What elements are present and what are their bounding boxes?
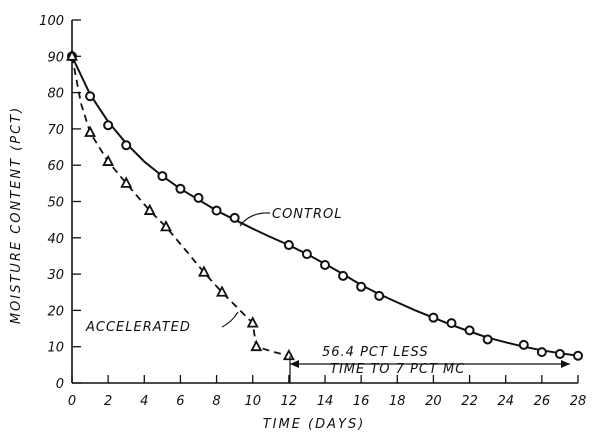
accelerated-point (120, 176, 133, 188)
y-tick-label: 60 (47, 159, 64, 174)
accelerated-point (84, 125, 97, 137)
accelerated-point (197, 265, 210, 277)
series-markers (66, 49, 583, 361)
control-leader (239, 212, 271, 227)
x-tick-label: 10 (244, 394, 261, 409)
y-tick-label: 0 (56, 377, 64, 392)
accelerated-point (282, 348, 295, 361)
control-point (518, 339, 529, 350)
control-point (85, 91, 96, 102)
x-tick-label: 18 (389, 394, 406, 409)
y-tick-label: 80 (47, 87, 64, 102)
control-point (573, 350, 583, 361)
x-tick-label: 6 (176, 394, 184, 409)
control-point (374, 290, 385, 301)
accelerated-point (159, 219, 172, 232)
annotation-leaders (221, 212, 570, 383)
accelerated-label: ACCELERATED (85, 320, 191, 335)
control-point (193, 192, 204, 203)
control-point (229, 212, 240, 223)
x-tick-label: 12 (281, 394, 298, 409)
y-tick-label: 90 (47, 50, 64, 65)
x-tick-label: 8 (212, 394, 220, 409)
x-tick-label: 0 (68, 394, 76, 409)
control-point (175, 183, 186, 194)
accelerated-line (71, 56, 290, 357)
control-point (446, 318, 457, 329)
y-tick-label: 40 (47, 232, 64, 247)
control-point (157, 171, 168, 182)
control-point (338, 270, 349, 281)
x-tick-label: 14 (317, 394, 334, 409)
control-point (464, 325, 475, 336)
y-tick-label: 70 (47, 123, 64, 138)
control-point (320, 260, 330, 271)
control-point (301, 249, 312, 260)
y-tick-label: 10 (47, 341, 64, 356)
x-tick-label: 26 (534, 394, 551, 409)
y-tick-label: 30 (47, 268, 64, 283)
time-saved-label-line1: 56.4 PCT LESS (322, 345, 429, 360)
control-point (103, 120, 114, 131)
time-saved-arrowhead-right (561, 360, 570, 368)
control-point (283, 240, 294, 251)
y-tick-label: 50 (47, 196, 64, 211)
y-axis-title: MOISTURE CONTENT (PCT) (9, 106, 24, 324)
control-point (554, 348, 565, 359)
control-point (121, 140, 132, 151)
accelerated-point (215, 285, 228, 297)
time-saved-label-line2: TIME TO 7 PCT MC (330, 362, 465, 377)
x-tick-label: 16 (353, 394, 370, 409)
accelerated-leader (221, 311, 239, 328)
accelerated-point (143, 203, 156, 215)
x-tick-label: 2 (104, 394, 112, 409)
x-tick-label: 4 (140, 394, 148, 409)
y-tick-label: 100 (39, 14, 64, 29)
accelerated-point (66, 49, 78, 61)
control-point (536, 347, 547, 358)
control-point (428, 312, 439, 323)
x-tick-label: 24 (497, 394, 514, 409)
x-tick-label: 22 (461, 394, 478, 409)
accelerated-point (102, 154, 115, 166)
control-label: CONTROL (272, 207, 342, 222)
accelerated-point (250, 339, 263, 352)
x-axis-title: TIME (DAYS) (263, 417, 366, 432)
x-tick-label: 20 (425, 394, 442, 409)
control-point (356, 281, 367, 292)
control-point (482, 334, 493, 345)
time-saved-arrowhead-left (290, 360, 299, 368)
control-point (211, 205, 222, 216)
x-tick-label: 28 (570, 394, 587, 409)
accelerated-point (246, 316, 259, 328)
y-tick-label: 20 (47, 304, 64, 319)
